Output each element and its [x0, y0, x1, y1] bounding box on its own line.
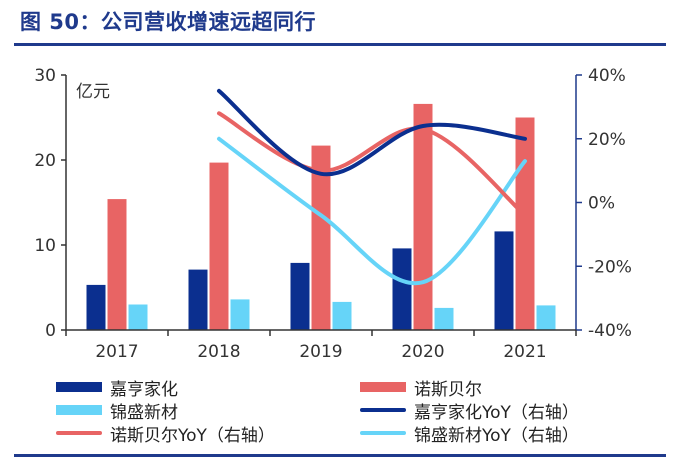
lines-layer — [217, 88, 527, 286]
axes-layer: 0 10 20 30 -40% -20% 0% 20% 40% 2017 2018 2019 2020 2… — [34, 66, 632, 362]
bar-1-2018 — [209, 162, 229, 330]
ytick-label-left-20: 20 — [34, 151, 56, 171]
bar-0-2021 — [494, 231, 514, 330]
ytick-label-right-20%: 20% — [588, 130, 626, 150]
legend-swatch-jiaheng — [56, 382, 102, 392]
bar-2-2017 — [128, 304, 148, 330]
legend-label-jinsheng: 锦盛新材 — [110, 402, 178, 423]
bottom-rule — [14, 454, 666, 457]
xtick-label-2019: 2019 — [299, 342, 342, 362]
bar-1-2020 — [413, 103, 433, 331]
bar-2-2020 — [434, 307, 454, 330]
legend-item-jiaheng-yoy: 嘉亨家化YoY（右轴） — [360, 399, 579, 423]
legend-item-jiaheng: 嘉亨家化 — [56, 376, 178, 400]
legend-line-nuosibeier-yoy — [56, 431, 102, 435]
ytick-label-left-10: 10 — [34, 236, 56, 256]
bar-2-2018 — [230, 299, 250, 330]
bar-2-2021 — [536, 305, 556, 330]
legend-item-jinsheng-yoy: 锦盛新材YoY（右轴） — [360, 422, 579, 446]
legend-label-jinsheng-yoy: 锦盛新材YoY（右轴） — [414, 425, 579, 446]
bar-0-2017 — [86, 284, 106, 330]
line-2-yoy — [217, 136, 527, 286]
legend-label-jiaheng: 嘉亨家化 — [110, 379, 178, 400]
line-0-yoy — [217, 88, 527, 177]
legend-line-jinsheng-yoy — [360, 431, 406, 435]
bar-2-2019 — [332, 301, 352, 330]
legend-line-jiaheng-yoy — [360, 408, 406, 412]
bar-0-2020 — [392, 248, 412, 330]
top-rule — [14, 43, 666, 46]
legend-item-nuosibeier-yoy: 诺斯贝尔YoY（右轴） — [56, 422, 275, 446]
line-1-yoy — [217, 111, 527, 218]
bars-layer — [86, 103, 556, 331]
unit-label: 亿元 — [76, 82, 110, 102]
legend-label-nuosibeier-yoy: 诺斯贝尔YoY（右轴） — [110, 425, 275, 446]
xtick-label-2021: 2021 — [503, 342, 546, 362]
xtick-label-2017: 2017 — [95, 342, 138, 362]
legend-swatch-nuosibeier — [360, 382, 406, 392]
legend-item-jinsheng: 锦盛新材 — [56, 399, 178, 423]
legend-label-nuosibeier: 诺斯贝尔 — [414, 379, 482, 400]
ytick-label-right--40%: -40% — [588, 321, 632, 341]
legend-swatch-jinsheng — [56, 405, 102, 415]
ytick-label-right-40%: 40% — [588, 66, 626, 86]
bar-0-2018 — [188, 269, 208, 330]
legend-item-nuosibeier: 诺斯贝尔 — [360, 376, 482, 400]
ytick-label-left-30: 30 — [34, 66, 56, 86]
ytick-label-right--20%: -20% — [588, 257, 632, 277]
bar-1-2017 — [107, 199, 127, 330]
chart-title: 图 50：公司营收增速远超同行 — [20, 10, 317, 34]
bar-0-2019 — [290, 262, 310, 330]
xtick-label-2020: 2020 — [401, 342, 444, 362]
xtick-label-2018: 2018 — [197, 342, 240, 362]
legend-label-jiaheng-yoy: 嘉亨家化YoY（右轴） — [414, 402, 579, 423]
ytick-label-right-0%: 0% — [588, 194, 615, 214]
bar-1-2019 — [311, 145, 331, 330]
ytick-label-left-0: 0 — [45, 321, 56, 341]
